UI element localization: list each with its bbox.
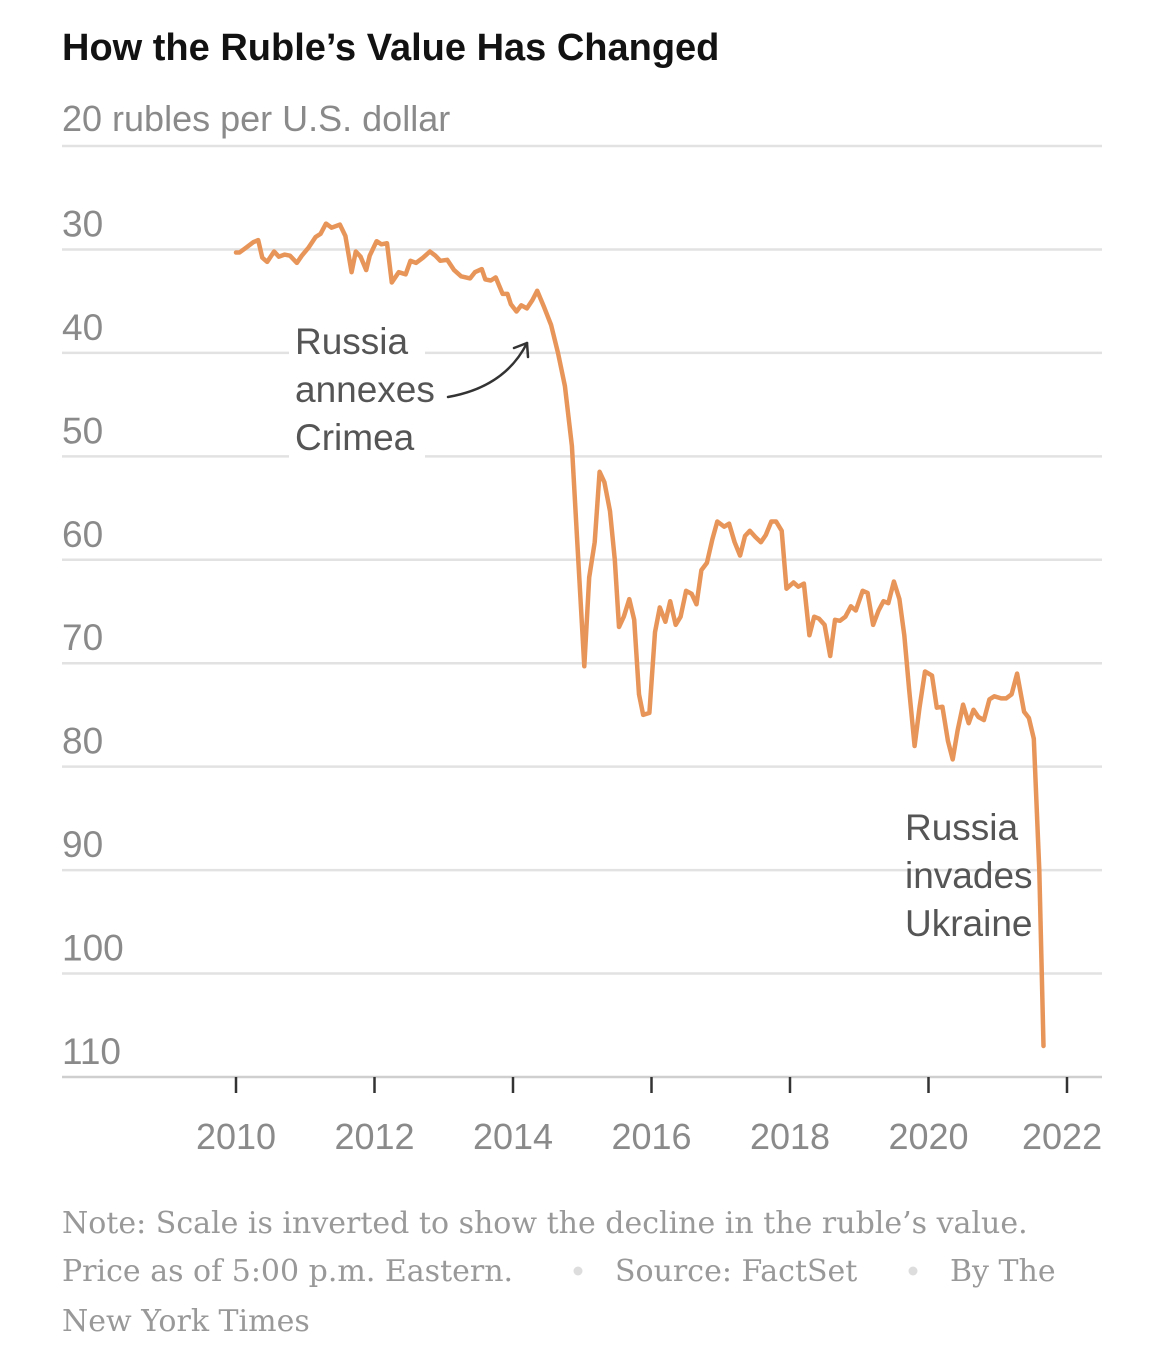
chart-title: How the Ruble’s Value Has Changed — [62, 27, 719, 69]
x-ticks: 2010 2012 2014 2016 2018 2020 2022 — [196, 1077, 1102, 1157]
y-axis-unit-label: rubles per U.S. dollar — [102, 98, 450, 139]
x-tick-label-2016: 2016 — [611, 1116, 691, 1157]
annotation-crimea-arrowhead — [512, 341, 530, 359]
x-tick-label-2012: 2012 — [334, 1116, 414, 1157]
y-tick-label-60: 60 — [62, 514, 103, 555]
note-source: Source: FactSet — [615, 1254, 857, 1289]
annotation-ukraine-line-3: Ukraine — [905, 903, 1033, 944]
x-tick-label-2022: 2022 — [1022, 1116, 1102, 1157]
annotation-crimea-text: Russia annexes Crimea — [295, 321, 445, 458]
separator-dot — [573, 1266, 583, 1276]
annotation-crimea-arrow — [446, 341, 529, 399]
series-line-rubles-per-dollar — [233, 221, 1046, 1049]
x-tick-label-2010: 2010 — [196, 1116, 276, 1157]
note-scale: Note: Scale is inverted to show the decl… — [62, 1206, 1028, 1241]
annotation-crimea-background — [289, 318, 425, 462]
annotation-ukraine: Russia invades Ukraine — [905, 807, 1043, 944]
y-axis-subtitle: 20 rubles per U.S. dollar — [62, 98, 450, 139]
x-tick-label-2018: 2018 — [750, 1116, 830, 1157]
annotation-ukraine-line-2: invades — [905, 855, 1033, 896]
y-tick-label-80: 80 — [62, 721, 103, 762]
y-tick-label-90: 90 — [62, 824, 103, 865]
y-tick-label-100: 100 — [62, 928, 124, 969]
x-tick-label-2020: 2020 — [888, 1116, 968, 1157]
y-tick-label-30: 30 — [62, 203, 103, 244]
annotation-ukraine-text: Russia invades Ukraine — [905, 807, 1043, 944]
annotation-crimea: Russia annexes Crimea — [289, 318, 530, 462]
annotation-crimea-line-1: Russia — [295, 321, 409, 362]
y-tick-label-70: 70 — [62, 617, 103, 658]
annotation-crimea-line-3: Crimea — [295, 417, 415, 458]
chart-notes: Note: Scale is inverted to show the decl… — [62, 1206, 1056, 1339]
y-ticks: 30 40 50 60 70 80 90 100 110 — [62, 203, 124, 1072]
annotation-crimea-line-2: annexes — [295, 369, 435, 410]
y-tick-label-110: 110 — [62, 1031, 121, 1072]
note-price-time: Price as of 5:00 p.m. Eastern. — [62, 1254, 513, 1289]
y-axis-top-value: 20 — [62, 98, 102, 139]
note-byline: By The — [950, 1254, 1056, 1289]
y-grid — [62, 144, 1102, 975]
separator-dot — [908, 1266, 918, 1276]
y-tick-label-50: 50 — [62, 410, 103, 451]
note-byline-continued: New York Times — [62, 1304, 310, 1339]
x-tick-label-2014: 2014 — [473, 1116, 553, 1157]
annotation-ukraine-line-1: Russia — [905, 807, 1019, 848]
y-tick-label-40: 40 — [62, 307, 103, 348]
